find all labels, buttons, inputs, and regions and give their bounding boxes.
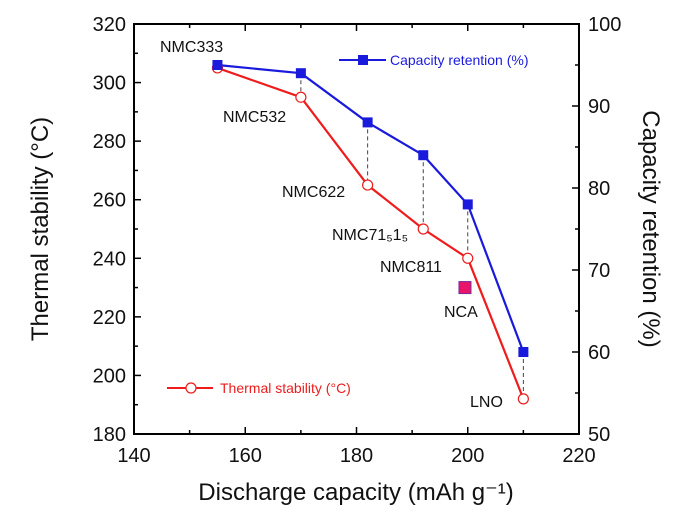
capacity-retention-line — [217, 63, 525, 353]
y-left-tick-label: 240 — [93, 248, 126, 270]
thermal-stability-line — [217, 66, 525, 400]
y-left-tick-label: 280 — [93, 131, 126, 153]
thermal-stability-point — [417, 223, 429, 235]
thermal-stability-point — [362, 179, 374, 191]
annotation-nmc811: NMC811 — [380, 259, 442, 276]
capacity-retention-point — [418, 150, 429, 161]
y-right-tick-label: 100 — [588, 14, 621, 36]
legend-thermal-label: Thermal stability (°C) — [220, 380, 351, 396]
x-tick-label: 180 — [340, 445, 373, 467]
y-right-tick-label: 90 — [588, 96, 610, 118]
annotation-lno: LNO — [470, 394, 503, 411]
capacity-retention-point — [518, 347, 529, 357]
x-axis-title: Discharge capacity (mAh g⁻¹) — [198, 479, 513, 506]
annotation-nca: NCA — [444, 304, 478, 321]
annotation-nmc71515: NMC71₅1₅ — [332, 227, 408, 244]
x-tick-label: 200 — [451, 445, 484, 467]
y-left-tick-label: 200 — [93, 365, 126, 387]
y-right-tick-label: 70 — [588, 260, 610, 282]
y-right-tick-label: 60 — [588, 342, 610, 364]
capacity-retention-point — [362, 117, 373, 128]
nca-point — [458, 281, 472, 295]
thermal-stability-point — [462, 252, 474, 264]
capacity-retention-point — [212, 60, 223, 70]
x-tick-label: 160 — [229, 445, 262, 467]
legend-thermal: Thermal stability (°C) — [167, 380, 351, 396]
legend-capacity: Capacity retention (%) — [339, 52, 529, 68]
capacity-retention-point — [295, 68, 306, 79]
capacity-retention-point — [462, 199, 473, 210]
x-tick-label: 140 — [117, 445, 150, 467]
annotation-nmc333: NMC333 — [160, 39, 223, 56]
y-left-tick-label: 300 — [93, 73, 126, 95]
left-axis-title: Thermal stability (°C) — [27, 117, 54, 341]
x-tick-label: 220 — [562, 445, 595, 467]
thermal-stability-point — [517, 393, 529, 405]
y-right-tick-label: 50 — [588, 424, 610, 446]
right-axis-title: Capacity retention (%) — [637, 110, 664, 347]
plot-frame — [133, 23, 580, 435]
annotation-nmc622: NMC622 — [282, 184, 345, 201]
legend-thermal-marker — [185, 382, 197, 394]
legend-capacity-label: Capacity retention (%) — [390, 52, 529, 68]
y-left-tick-label: 320 — [93, 14, 126, 36]
y-left-tick-label: 260 — [93, 190, 126, 212]
thermal-stability-point — [295, 91, 307, 103]
y-left-tick-label: 220 — [93, 307, 126, 329]
y-right-tick-label: 80 — [588, 178, 610, 200]
annotation-nmc532: NMC532 — [223, 109, 286, 126]
legend-capacity-marker — [358, 55, 368, 65]
y-left-tick-label: 180 — [93, 424, 126, 446]
